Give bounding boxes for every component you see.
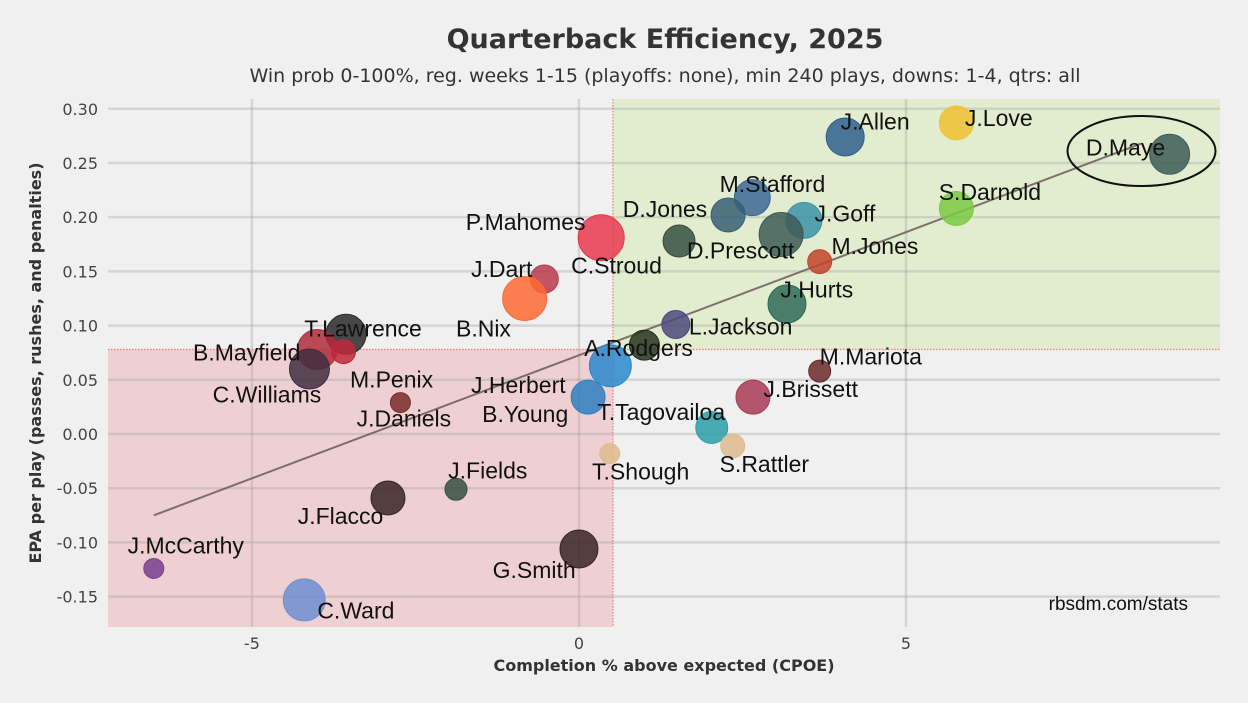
point-s-rattler	[720, 433, 746, 459]
chart-subtitle: Win prob 0-100%, reg. weeks 1-15 (playof…	[249, 65, 1080, 87]
point-j-herbert	[588, 344, 632, 388]
label-c-williams: C.Williams	[213, 382, 322, 408]
point-d-maye	[1149, 133, 1191, 175]
point-s-darnold	[938, 191, 974, 227]
point-c-stroud	[662, 224, 696, 258]
label-j-mccarthy: J.McCarthy	[128, 532, 245, 558]
label-j-dart: J.Dart	[471, 256, 533, 282]
point-t-shough	[599, 443, 621, 465]
y-tick-label: 0.15	[62, 262, 98, 281]
trendline-group	[153, 142, 1142, 517]
y-tick-label: 0.30	[62, 100, 98, 119]
label-c-stroud: C.Stroud	[571, 253, 662, 279]
y-axis-label: EPA per play (passes, rushes, and penalt…	[26, 162, 45, 563]
source-credit: rbsdm.com/stats	[1049, 594, 1188, 615]
chart-title: Quarterback Efficiency, 2025	[447, 24, 884, 55]
point-g-smith	[559, 529, 599, 569]
label-d-maye: D.Maye	[1086, 134, 1165, 160]
point-d-prescott	[758, 212, 804, 258]
y-tick-label: -0.05	[57, 479, 98, 498]
quadrant-shading	[108, 99, 1220, 627]
label-s-rattler: S.Rattler	[720, 451, 810, 477]
point-j-daniels	[389, 392, 411, 414]
label-j-herbert: J.Herbert	[471, 372, 566, 398]
y-tick-label: 0.00	[62, 425, 98, 444]
data-points	[143, 105, 1191, 622]
point-b-young	[570, 379, 606, 415]
x-axis-label: Completion % above expected (CPOE)	[493, 656, 834, 675]
highlight-group	[1066, 115, 1217, 188]
label-m-jones: M.Jones	[831, 233, 918, 259]
point-m-mariota	[808, 359, 832, 383]
point-j-flacco	[370, 480, 406, 516]
x-tick-labels: -5 0 5	[244, 634, 911, 653]
label-j-love: J.Love	[965, 105, 1033, 131]
point-j-hurts	[767, 284, 807, 324]
label-j-daniels: J.Daniels	[357, 405, 452, 431]
label-t-tagovailoa: T.Tagovailoa	[597, 399, 725, 425]
point-j-allen	[825, 117, 865, 157]
label-j-hurts: J.Hurts	[780, 276, 853, 302]
point-m-jones	[807, 249, 833, 275]
point-l-jackson	[661, 310, 691, 340]
label-a-rodgers: A.Rodgers	[584, 335, 693, 361]
y-tick-label: -0.10	[57, 533, 98, 552]
point-b-nix	[502, 275, 548, 321]
label-j-fields: J.Fields	[448, 457, 527, 483]
point-j-fields	[444, 477, 468, 501]
highlight-ellipse	[1066, 115, 1217, 188]
trendline	[153, 142, 1142, 517]
label-j-flacco: J.Flacco	[298, 503, 384, 529]
label-m-penix: M.Penix	[350, 366, 434, 392]
point-c-williams	[288, 348, 330, 390]
label-t-lawrence: T.Lawrence	[304, 315, 422, 341]
label-b-young: B.Young	[482, 401, 568, 427]
label-l-jackson: L.Jackson	[689, 313, 793, 339]
y-tick-label: -0.15	[57, 588, 98, 607]
label-j-allen: J.Allen	[841, 108, 910, 134]
label-d-prescott: D.Prescott	[687, 237, 795, 263]
y-tick-label: 0.05	[62, 371, 98, 390]
label-j-goff: J.Goff	[814, 201, 876, 227]
label-m-stafford: M.Stafford	[720, 171, 826, 197]
label-d-jones: D.Jones	[623, 196, 707, 222]
y-tick-label: 0.20	[62, 208, 98, 227]
x-tick-label: 0	[574, 634, 584, 653]
label-g-smith: G.Smith	[493, 557, 576, 583]
point-a-rodgers	[628, 329, 660, 361]
label-s-darnold: S.Darnold	[939, 179, 1041, 205]
y-tick-label: 0.25	[62, 154, 98, 173]
bad-quadrant	[108, 349, 613, 627]
y-tick-labels: 0.30 0.25 0.20 0.15 0.10 0.05 0.00 -0.05 -0.10 -0…	[57, 100, 98, 607]
point-m-penix	[330, 339, 356, 365]
point-p-mahomes	[577, 214, 625, 262]
y-tick-label: 0.10	[62, 317, 98, 336]
label-b-mayfield: B.Mayfield	[193, 339, 300, 365]
point-t-tagovailoa	[695, 411, 729, 445]
label-t-shough: T.Shough	[592, 459, 689, 485]
point-j-love	[938, 105, 974, 141]
point-j-mccarthy	[143, 557, 165, 579]
x-tick-label: -5	[244, 634, 260, 653]
point-d-jones	[710, 197, 746, 233]
label-j-brissett: J.Brissett	[763, 376, 858, 402]
label-p-mahomes: P.Mahomes	[466, 209, 586, 235]
label-c-ward: C.Ward	[317, 597, 394, 623]
label-b-nix: B.Nix	[456, 315, 511, 341]
x-tick-label: 5	[901, 634, 911, 653]
point-c-ward	[282, 578, 326, 622]
label-m-mariota: M.Mariota	[820, 344, 922, 370]
point-j-brissett	[735, 379, 771, 415]
point-labels: J.Allen J.Love D.Maye M.Stafford D.Jones J.Go…	[128, 105, 1166, 623]
